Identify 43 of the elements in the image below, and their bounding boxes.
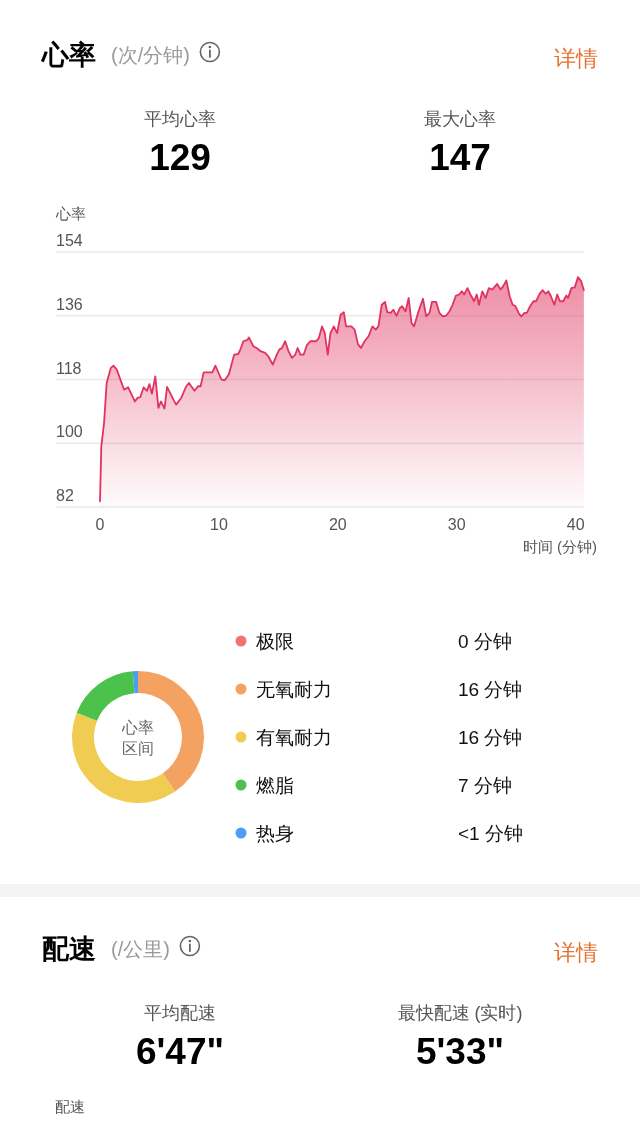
x-tick-label: 40 xyxy=(566,516,585,533)
data-label: <1 分钟 xyxy=(458,823,523,844)
data-label: 16 分钟 xyxy=(458,679,523,700)
y-axis-title: 心率 xyxy=(55,205,86,222)
legend-label: 无氧耐力 xyxy=(256,679,332,700)
text: 最大心率 xyxy=(424,109,496,129)
text: 区间 xyxy=(122,740,154,757)
y-tick-label: 154 xyxy=(56,232,83,249)
y-tick-label: 136 xyxy=(56,295,83,313)
text: 平均心率 xyxy=(144,109,216,129)
legend-label: 热身 xyxy=(256,823,294,844)
data-label: 16 分钟 xyxy=(458,727,523,748)
y-tick-label: 118 xyxy=(56,359,82,377)
donut-slice xyxy=(76,671,135,721)
legend-label: 燃脂 xyxy=(256,775,294,796)
x-axis-title: 时间 (分钟) xyxy=(522,538,597,555)
text: 平均配速 xyxy=(144,1003,216,1023)
legend-label: 有氧耐力 xyxy=(256,727,332,748)
text: 6'47" xyxy=(135,1031,225,1072)
donut-slice xyxy=(138,671,204,792)
text: (/公里) xyxy=(111,938,170,960)
text: 详情 xyxy=(554,940,598,965)
x-tick-label: 20 xyxy=(328,516,347,533)
text: 147 xyxy=(429,137,491,178)
chart-subtitle: (次/分钟) xyxy=(111,44,190,66)
donut-slice xyxy=(71,712,176,803)
text: 详情 xyxy=(554,46,598,71)
text: 0 分钟 xyxy=(458,631,512,652)
y-tick-label: 100 xyxy=(56,423,83,441)
y-tick-label: 82 xyxy=(56,487,74,504)
text: 心率 xyxy=(121,719,154,736)
donut-slice xyxy=(132,671,138,694)
text: 最快配速 (实时) xyxy=(397,1003,523,1023)
text: 配速 xyxy=(55,1098,85,1115)
x-tick-label: 30 xyxy=(447,516,466,533)
chart-title: 心率 xyxy=(40,40,96,70)
text: 配速 xyxy=(42,934,96,964)
x-tick-label: 0 xyxy=(95,516,105,533)
data-label: 7 分钟 xyxy=(458,775,512,796)
text: 129 xyxy=(149,137,211,178)
text: 5'33" xyxy=(415,1031,505,1072)
legend-label: 极限 xyxy=(255,631,294,652)
x-tick-label: 10 xyxy=(210,516,228,533)
